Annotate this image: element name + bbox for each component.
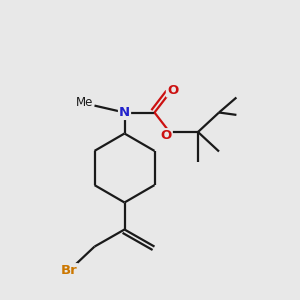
Text: Me: Me	[76, 95, 93, 109]
Text: Br: Br	[61, 264, 77, 277]
Text: O: O	[160, 129, 172, 142]
Text: N: N	[119, 106, 130, 119]
Text: O: O	[167, 83, 178, 97]
